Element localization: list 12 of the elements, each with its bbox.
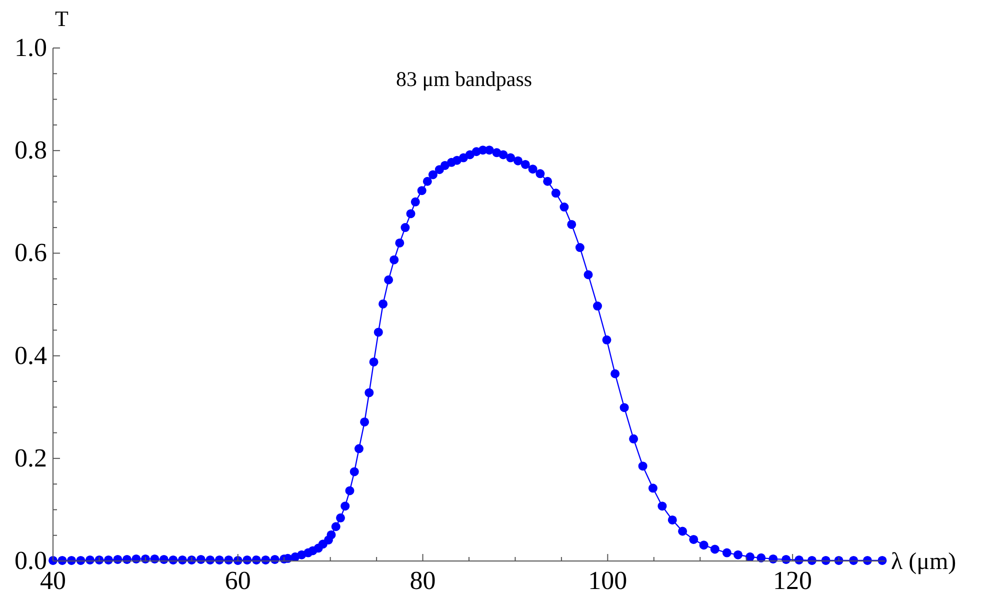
x-axis-title: λ (μm) bbox=[891, 549, 956, 575]
y-tick-label: 0.4 bbox=[14, 340, 47, 370]
text: 83 μm bandpass bbox=[396, 67, 532, 91]
y-tick-label: 0.8 bbox=[14, 136, 47, 165]
y-tick-label: 0.2 bbox=[14, 443, 47, 472]
x-tick-label: 80 bbox=[410, 566, 436, 594]
y-tick-label: 0.6 bbox=[14, 238, 47, 268]
y-tick-label: 1.0 bbox=[14, 33, 47, 62]
x-tick-label: 120 bbox=[773, 566, 812, 594]
y-axis-title: T bbox=[55, 6, 69, 31]
x-tick-label: 100 bbox=[588, 566, 628, 594]
x-tick-label: 60 bbox=[224, 566, 251, 594]
